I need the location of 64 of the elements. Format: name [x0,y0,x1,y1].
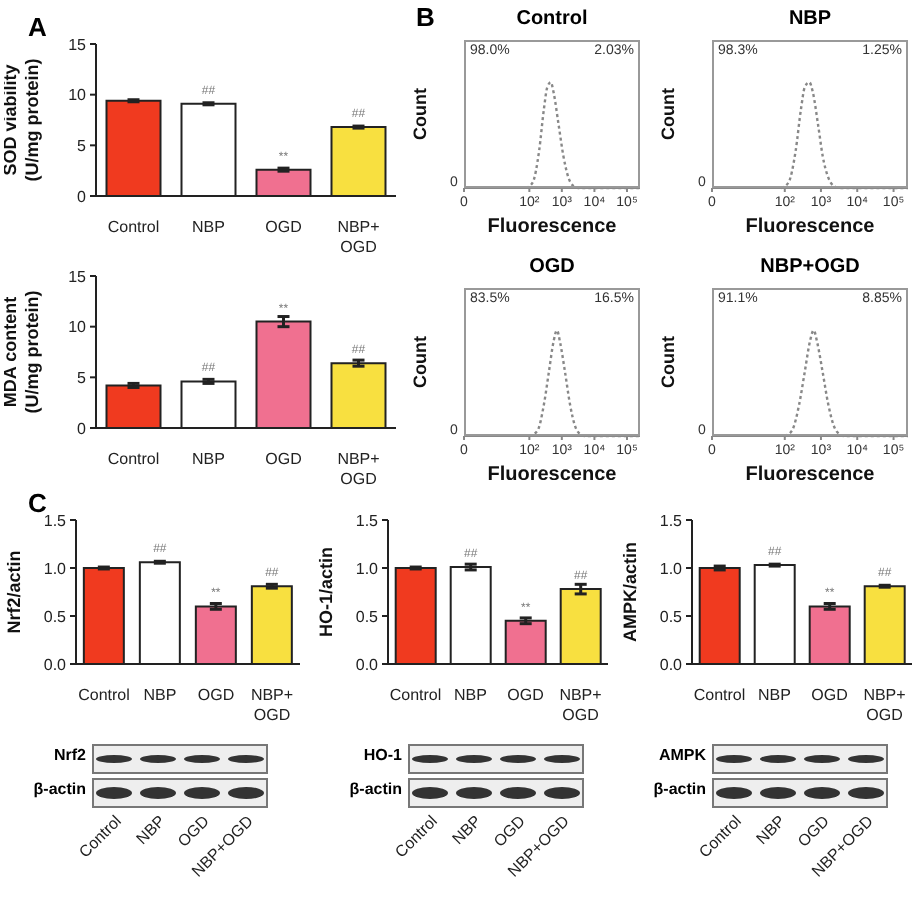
y-tick-label: 5 [77,369,88,388]
x-tick-label: NBP+ OGD [559,686,603,724]
y-axis-title: Count [658,336,678,388]
y-tick-label: 0.0 [355,655,380,674]
y-tick-label: 15 [68,267,88,286]
x-tick-label: Control [107,450,160,468]
x-tick-label: OGD [265,218,303,236]
y-tick-label: 10 [68,318,88,337]
y-tick-label: 5 [77,137,88,156]
y-axis-title: MDA content (U/mg protein) [0,290,42,414]
x-tick-label: OGD [197,686,235,704]
x-tick-label: NBP [454,686,487,704]
x-tick-label: Control [78,686,131,704]
x-tick-label: NBP [192,218,225,236]
text: Nrf2 [51,746,86,764]
x-tick-label: NBP [758,686,791,704]
chart-title: NBP [786,8,834,30]
x-tick-label: NBP+ OGD [337,218,381,256]
x-axis-title: Fluorescence [745,216,876,238]
x-tick-label: NBP+ OGD [250,686,294,724]
x-axis-title: Fluorescence [745,464,876,486]
x-axis-title: Fluorescence [487,464,618,486]
x-tick-label: OGD [811,686,849,704]
text: AMPK [656,746,706,764]
text: C [28,488,47,518]
chart-title: OGD [527,256,577,278]
y-tick-label: 1.5 [355,511,380,530]
text: β-actin [31,780,86,798]
y-axis-title: Count [410,336,430,388]
y-tick-label: 0.5 [355,607,380,626]
y-tick-label: 10 [68,86,88,105]
y-axis-title: Nrf2/actin [4,550,24,634]
text: HO-1 [361,746,402,764]
x-tick-label: Control [693,686,746,704]
text: B [416,2,435,32]
y-tick-label: 0.0 [43,655,68,674]
y-axis-title: HO-1/actin [316,546,336,638]
text: A [28,12,47,42]
y-axis-title: Count [658,88,678,140]
y-tick-label: 1.5 [43,511,68,530]
text: β-actin [347,780,402,798]
chart-title: NBP+OGD [758,256,862,278]
y-axis-title: AMPK/actin [620,541,640,643]
x-tick-label: OGD [507,686,545,704]
y-tick-label: 0.5 [659,607,684,626]
x-tick-label: NBP+ OGD [337,450,381,488]
y-tick-label: 15 [68,35,88,54]
text: β-actin [651,780,706,798]
y-tick-label: 0.0 [659,655,684,674]
x-tick-label: NBP [143,686,177,704]
x-axis-title: Fluorescence [487,216,618,238]
y-tick-label: 1.5 [659,511,684,530]
x-tick-label: OGD [265,450,303,468]
x-tick-label: Control [389,686,442,704]
y-tick-label: 0 [77,419,88,438]
x-tick-label: NBP [192,450,225,468]
y-tick-label: 1.0 [355,559,380,578]
y-axis-title: Count [410,88,430,140]
y-tick-label: 0.5 [43,607,68,626]
y-tick-label: 1.0 [659,559,684,578]
x-tick-label: NBP+ OGD [863,686,907,724]
y-tick-label: 1.0 [43,559,68,578]
chart-title: Control [514,8,590,30]
x-tick-label: Control [107,218,160,236]
